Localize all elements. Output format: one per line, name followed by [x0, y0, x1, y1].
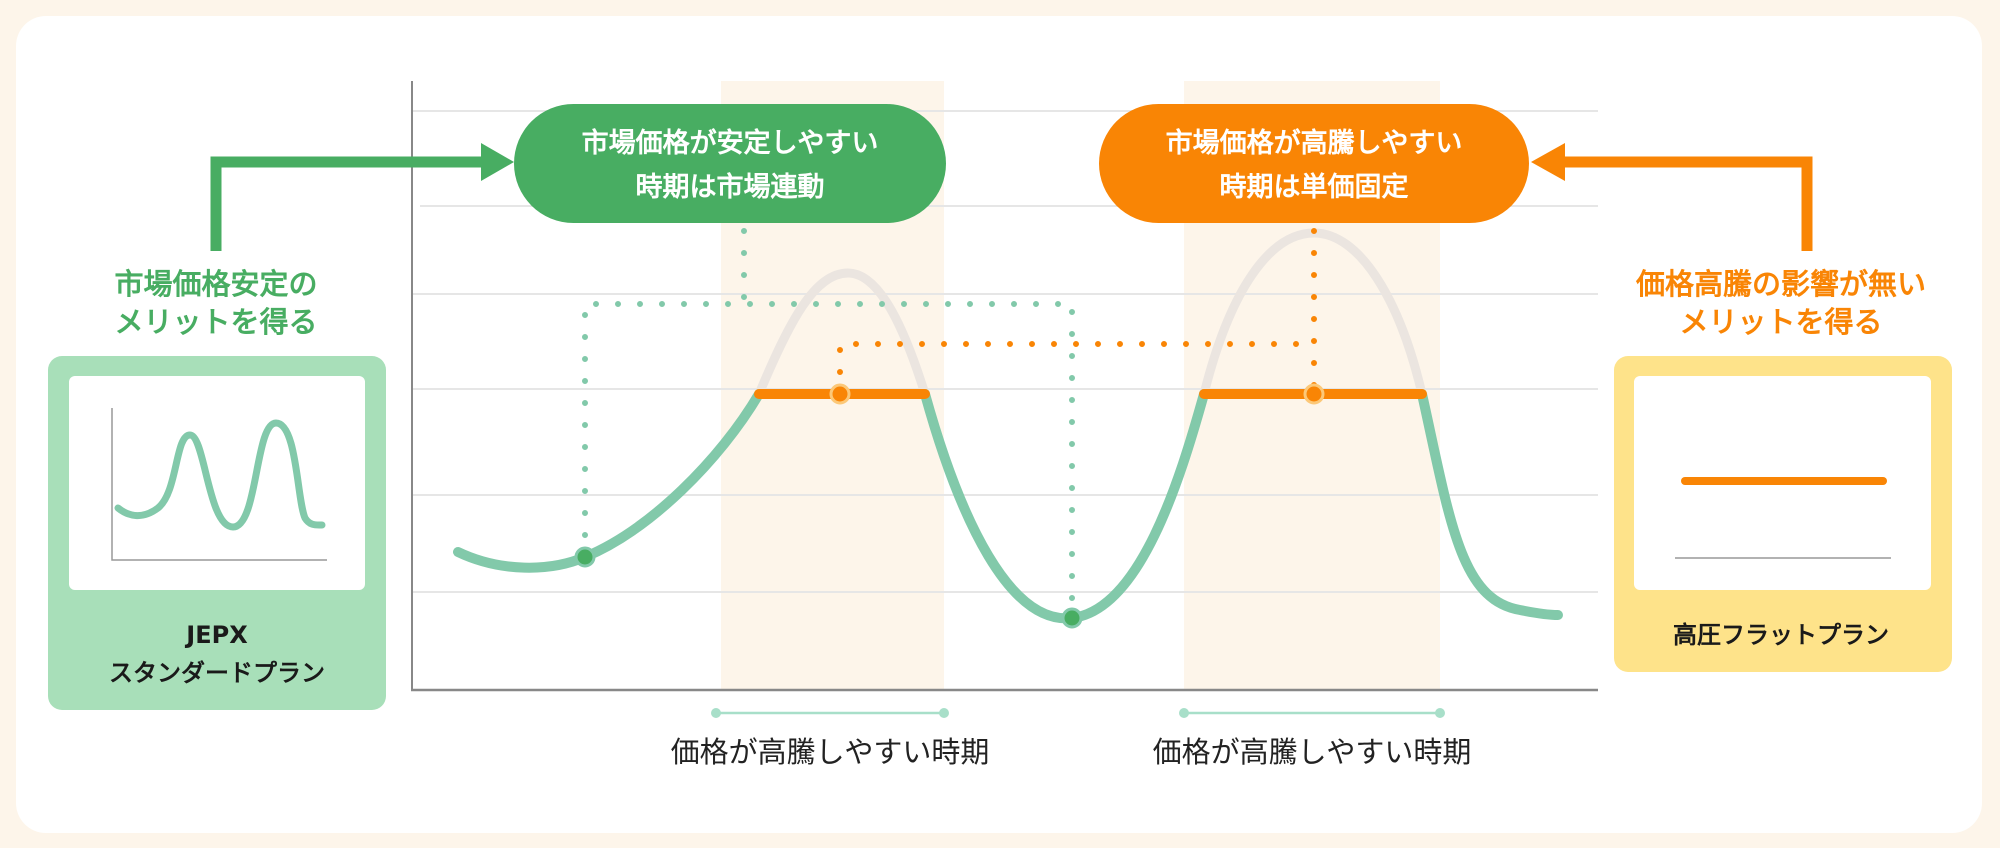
market-price-curve-2: [920, 389, 1209, 624]
market-price-curve-1: [453, 389, 764, 573]
low-point-1: [574, 546, 596, 568]
low-point-2: [1061, 607, 1083, 629]
right-benefit-line2: メリットを得る: [1679, 305, 1882, 339]
left-benefit-line2: メリットを得る: [114, 305, 317, 339]
flat-plan-card: 高圧フラットプラン: [1614, 356, 1952, 672]
green-arrow: [210, 156, 486, 251]
period-bracket-1: [711, 708, 949, 718]
right-callout-pill: [1099, 104, 1529, 223]
left-callout-pill: [514, 104, 946, 223]
market-price-curve-3: [1417, 389, 1563, 620]
period-bracket-2: [1179, 708, 1445, 718]
mini-chart-axes: [111, 408, 327, 561]
right-callout-line2: 時期は単価固定: [1220, 171, 1409, 203]
orange-arrow: [1560, 156, 1813, 251]
green-arrowhead-icon: [481, 143, 514, 181]
right-callout-line1: 市場価格が高騰しやすい: [1166, 127, 1463, 159]
left-benefit-line1: 市場価格安定の: [114, 267, 317, 301]
left-callout-line1: 市場価格が安定しやすい: [582, 127, 879, 159]
flat-plan-name: 高圧フラットプラン: [1673, 621, 1889, 649]
period-label-1: 価格が高騰しやすい時期: [671, 735, 990, 769]
mini-market-curve: [114, 419, 326, 531]
period-label-2: 価格が高騰しやすい時期: [1153, 735, 1472, 769]
jepx-plan-line1: JEPX: [184, 621, 248, 649]
jepx-plan-line2: スタンダードプラン: [109, 659, 325, 687]
market-peak-curve-1: [754, 268, 930, 396]
right-benefit-line1: 価格高騰の影響が無い: [1635, 267, 1926, 301]
fixed-point-1: [829, 383, 851, 405]
jepx-plan-card: JEPX スタンダードプラン: [48, 356, 386, 710]
left-callout-line2: 時期は市場連動: [636, 171, 825, 203]
orange-arrowhead-icon: [1531, 143, 1565, 181]
fixed-point-2: [1303, 383, 1325, 405]
